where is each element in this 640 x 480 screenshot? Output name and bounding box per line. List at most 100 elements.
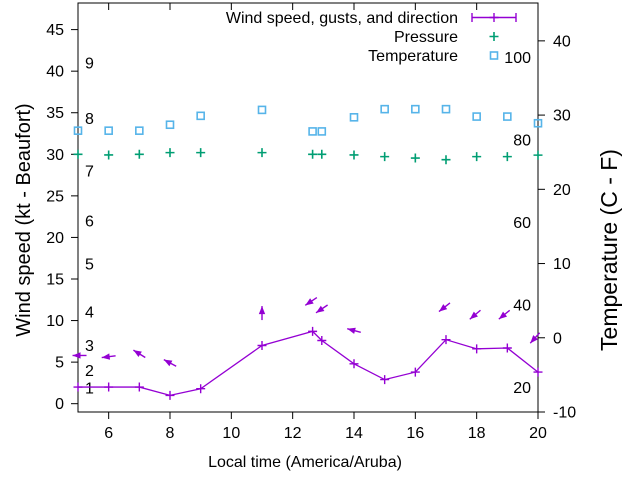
wind-speed-series <box>73 326 543 400</box>
wind-direction-arrow <box>469 309 481 320</box>
y-left-tick-label: 20 <box>46 230 64 247</box>
x-tick-label: 16 <box>406 425 424 442</box>
beaufort-label: 7 <box>85 163 94 180</box>
wind-direction-arrow <box>438 302 451 313</box>
temperature-point <box>257 105 267 115</box>
fahrenheit-label: 80 <box>513 132 531 149</box>
legend-label-wind: Wind speed, gusts, and direction <box>226 10 458 27</box>
beaufort-label: 4 <box>85 305 94 322</box>
y-left-tick-label: 40 <box>46 64 64 81</box>
pressure-point <box>441 155 451 165</box>
wind-legend-key-point <box>489 13 499 22</box>
temperature-point <box>441 104 451 114</box>
y-left-tick-label: 30 <box>46 147 64 164</box>
temperature-point <box>196 111 205 121</box>
pressure-point <box>165 148 175 158</box>
wind-direction-arrow <box>347 327 361 334</box>
wind-point <box>308 326 318 336</box>
wind-direction-arrow <box>315 304 328 314</box>
plot-border <box>77 2 539 413</box>
fahrenheit-label: 20 <box>513 380 531 397</box>
temperature-point <box>73 126 83 135</box>
pressure-point <box>308 149 318 159</box>
wind-point <box>410 367 420 377</box>
x-tick-label: 6 <box>104 425 113 442</box>
temperature-point <box>533 118 543 128</box>
wind-speed-line <box>78 330 539 397</box>
wind-direction-arrow <box>101 353 116 360</box>
wind-direction-arrow <box>163 359 177 367</box>
y-left-tick-label: 5 <box>55 355 64 372</box>
y-right-tick-label: 10 <box>553 256 571 273</box>
beaufort-label: 8 <box>85 111 94 128</box>
wind-point <box>472 344 482 354</box>
x-tick-label: 10 <box>222 425 240 442</box>
temperature-point <box>411 104 420 114</box>
y-right-axis-title: Temperature (C - F) <box>596 149 622 351</box>
y-right-tick-label: 30 <box>553 108 571 125</box>
pressure-series <box>73 148 543 165</box>
y-right-tick-label: 40 <box>553 33 571 50</box>
x-tick-label: 20 <box>529 425 547 442</box>
wind-point <box>196 384 206 394</box>
beaufort-label: 9 <box>85 55 94 72</box>
fahrenheit-label: 40 <box>513 297 531 314</box>
wind-direction-arrow <box>133 349 146 359</box>
wind-direction-arrow <box>529 332 541 344</box>
wind-direction-arrow <box>304 296 318 306</box>
legend-keys <box>471 13 517 60</box>
y-left-tick-label: 45 <box>46 22 64 39</box>
x-tick-label: 8 <box>166 425 175 442</box>
legend-label-pressure: Pressure <box>394 29 458 46</box>
wind-point <box>441 335 451 345</box>
wind-point <box>317 336 327 346</box>
y-right-tick-label: 0 <box>553 330 562 347</box>
wind-point <box>533 367 543 377</box>
temperature-point <box>104 126 113 135</box>
x-tick-label: 12 <box>284 425 302 442</box>
wind-point <box>165 390 175 400</box>
y-left-tick-label: 10 <box>46 313 64 330</box>
wind-point <box>104 382 114 392</box>
temperature-point <box>317 127 327 136</box>
fahrenheit-label: 100 <box>504 50 531 67</box>
beaufort-label: 3 <box>85 338 94 355</box>
legend-label-temperature: Temperature <box>368 48 458 65</box>
temperature-point <box>503 112 512 121</box>
pressure-point <box>73 149 83 159</box>
beaufort-label: 6 <box>85 213 94 230</box>
wind-point <box>257 340 267 350</box>
beaufort-label: 1 <box>85 380 94 397</box>
x-axis-title: Local time (America/Aruba) <box>208 454 402 471</box>
temperature-legend-key <box>489 51 499 60</box>
temperature-point <box>472 112 481 121</box>
pressure-point <box>472 152 482 162</box>
y-left-tick-label: 15 <box>46 271 64 288</box>
temperature-point <box>135 126 144 135</box>
x-axis: 6 8 10 12 14 16 18 20 <box>104 3 547 442</box>
y-left-tick-label: 35 <box>46 105 64 122</box>
pressure-point <box>257 148 267 158</box>
wind-point <box>134 382 144 392</box>
pressure-point <box>317 149 327 159</box>
pressure-point <box>533 150 543 160</box>
beaufort-label: 5 <box>85 257 94 274</box>
pressure-legend-key <box>489 32 499 41</box>
beaufort-label: 2 <box>85 363 94 380</box>
temperature-point <box>349 113 359 122</box>
pressure-point <box>349 150 359 160</box>
pressure-point <box>104 150 114 160</box>
pressure-point <box>380 152 390 162</box>
temperature-point <box>165 120 175 130</box>
wind-point <box>502 343 512 353</box>
pressure-point <box>196 148 206 158</box>
y-left-tick-label: 0 <box>55 396 64 413</box>
y-left-tick-label: 25 <box>46 188 64 205</box>
x-tick-label: 14 <box>345 425 363 442</box>
wind-point <box>380 375 390 385</box>
y-right-tick-label: 20 <box>553 182 571 199</box>
pressure-point <box>502 152 512 162</box>
